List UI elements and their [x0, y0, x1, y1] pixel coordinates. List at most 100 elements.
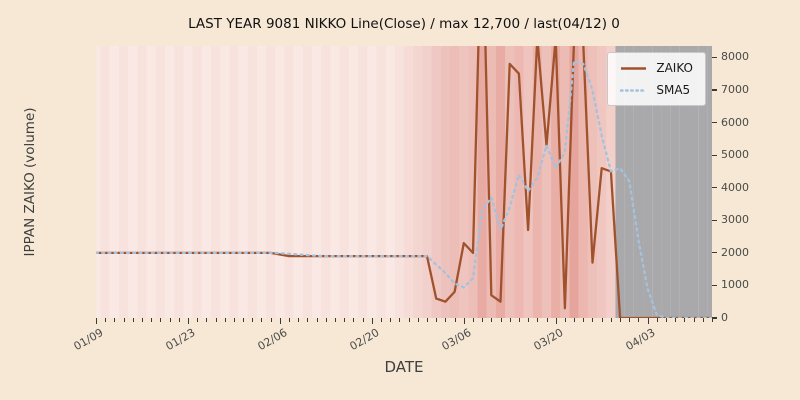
x-tick-mark: [187, 318, 189, 324]
y-tick-mark: [712, 284, 717, 286]
x-minor-tick-mark: [528, 318, 530, 322]
x-minor-tick-mark: [233, 318, 235, 322]
x-minor-tick-mark: [712, 318, 713, 322]
x-minor-tick-mark: [160, 318, 162, 322]
x-tick-label: 03/20: [531, 326, 566, 354]
legend-label-zaiko: ZAIKO: [656, 61, 693, 75]
y-tick-mark: [712, 121, 717, 124]
x-minor-tick-mark: [335, 318, 337, 322]
x-minor-tick-mark: [656, 318, 658, 322]
x-minor-tick-mark: [224, 318, 226, 322]
x-tick-label: 01/23: [163, 326, 198, 354]
legend-item-zaiko: ZAIKO: [620, 61, 693, 75]
x-minor-tick-mark: [390, 318, 392, 322]
y-tick-label: 1000: [721, 278, 749, 292]
x-minor-tick-mark: [408, 318, 410, 322]
x-minor-tick-mark: [289, 318, 291, 322]
x-minor-tick-mark: [417, 318, 419, 322]
x-minor-tick-mark: [270, 318, 272, 322]
x-minor-tick-mark: [666, 318, 668, 322]
chart-title: LAST YEAR 9081 NIKKO Line(Close) / max 1…: [188, 16, 620, 32]
x-minor-tick-mark: [482, 318, 484, 322]
x-minor-tick-mark: [344, 318, 346, 322]
x-axis-label: DATE: [384, 358, 424, 376]
x-minor-tick-mark: [472, 318, 474, 322]
x-minor-tick-mark: [574, 318, 576, 322]
plot-svg: [96, 46, 712, 318]
y-tick-mark: [712, 56, 717, 58]
x-tick-mark: [463, 318, 465, 324]
x-minor-tick-mark: [491, 318, 493, 322]
x-tick-mark: [96, 318, 97, 324]
x-minor-tick-mark: [206, 318, 208, 322]
x-tick-label: 02/20: [347, 326, 382, 354]
x-minor-tick-mark: [316, 318, 318, 322]
x-minor-tick-mark: [426, 318, 428, 322]
y-tick-label: 3000: [721, 213, 749, 227]
y-tick-label: 5000: [721, 148, 749, 162]
x-tick-mark: [555, 318, 557, 324]
x-minor-tick-mark: [592, 318, 594, 322]
y-tick-label: 7000: [721, 82, 749, 96]
x-minor-tick-mark: [105, 318, 107, 322]
x-minor-tick-mark: [261, 318, 263, 322]
x-tick-mark: [647, 318, 649, 324]
y-tick-mark: [712, 89, 717, 91]
x-minor-tick-mark: [436, 318, 438, 322]
y-tick-label: 0: [721, 311, 728, 324]
x-minor-tick-mark: [381, 318, 382, 322]
legend-item-sma5: SMA5: [620, 83, 693, 97]
x-minor-tick-mark: [252, 318, 254, 322]
y-tick-label: 6000: [721, 115, 749, 129]
x-minor-tick-mark: [693, 318, 695, 322]
x-tick-mark: [371, 318, 373, 324]
x-minor-tick-mark: [151, 318, 153, 322]
x-minor-tick-mark: [620, 318, 622, 322]
y-tick-mark: [712, 219, 717, 221]
x-tick-label: 01/09: [71, 326, 106, 354]
y-tick-label: 2000: [721, 245, 749, 259]
x-minor-tick-mark: [638, 318, 640, 322]
x-minor-tick-mark: [509, 318, 511, 322]
x-minor-tick-mark: [399, 318, 401, 322]
x-minor-tick-mark: [675, 318, 677, 322]
x-minor-tick-mark: [123, 318, 125, 322]
x-minor-tick-mark: [500, 318, 502, 322]
x-minor-tick-mark: [132, 318, 134, 322]
x-minor-tick-mark: [215, 318, 217, 322]
sma5-line-icon: [620, 88, 648, 92]
y-tick-label: 8000: [721, 50, 749, 64]
x-minor-tick-mark: [169, 318, 171, 322]
x-minor-tick-mark: [546, 318, 548, 322]
zaiko-line-icon: [621, 66, 647, 70]
x-tick-label: 03/06: [439, 326, 474, 354]
x-minor-tick-mark: [454, 318, 456, 322]
x-minor-tick-mark: [583, 318, 585, 322]
x-tick-label: 04/03: [623, 326, 658, 354]
x-minor-tick-mark: [601, 318, 603, 322]
x-minor-tick-mark: [325, 318, 327, 322]
x-minor-tick-mark: [178, 318, 180, 322]
y-tick-mark: [712, 187, 717, 189]
y-axis-label: IPPAN ZAIKO (volume): [22, 107, 38, 257]
x-minor-tick-mark: [243, 318, 245, 322]
x-minor-tick-mark: [537, 318, 539, 322]
x-minor-tick-mark: [518, 318, 520, 322]
x-minor-tick-mark: [362, 318, 364, 322]
x-minor-tick-mark: [298, 318, 300, 322]
x-minor-tick-mark: [307, 318, 309, 322]
x-minor-tick-mark: [702, 318, 704, 322]
x-minor-tick-mark: [610, 318, 612, 322]
x-minor-tick-mark: [353, 318, 355, 322]
x-minor-tick-mark: [564, 318, 566, 322]
y-tick-mark: [712, 317, 717, 319]
legend-label-sma5: SMA5: [656, 83, 691, 97]
x-tick-label: 02/06: [255, 326, 290, 354]
x-tick-mark: [279, 318, 281, 324]
legend: ZAIKO SMA5: [607, 52, 706, 106]
x-minor-tick-mark: [445, 318, 447, 322]
x-minor-tick-mark: [114, 318, 116, 322]
y-tick-label: 4000: [721, 180, 749, 194]
x-minor-tick-mark: [141, 318, 143, 322]
